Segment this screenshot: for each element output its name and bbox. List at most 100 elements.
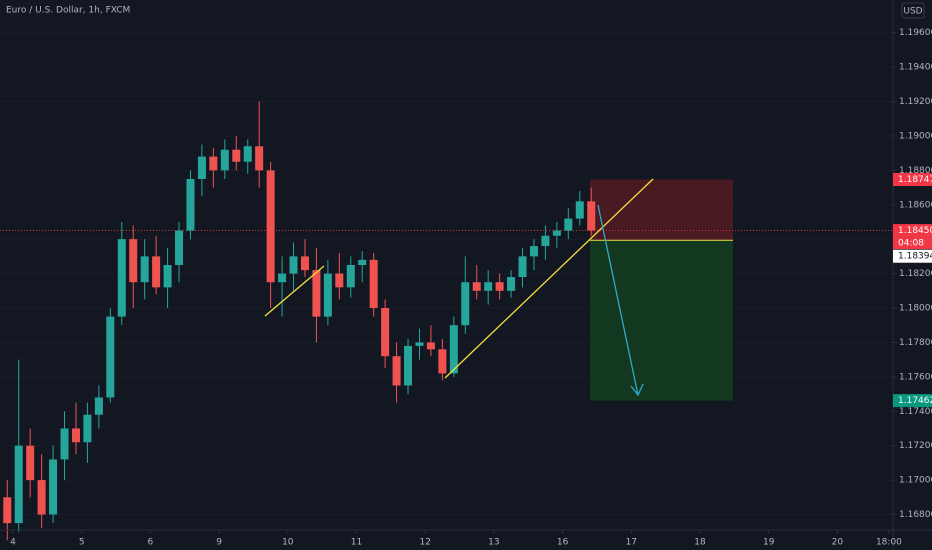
stop-price-label-box bbox=[893, 172, 932, 186]
x-tick-label: 19 bbox=[763, 538, 775, 548]
stop-price-label: 1.18747 bbox=[898, 175, 932, 185]
candle-body bbox=[26, 445, 35, 481]
candle-body bbox=[186, 178, 195, 231]
candle-body bbox=[392, 356, 401, 386]
x-tick-label: 16 bbox=[557, 538, 569, 548]
x-tick-label: 17 bbox=[626, 538, 637, 548]
x-tick-label: 5 bbox=[79, 538, 85, 548]
candle-body bbox=[472, 282, 481, 291]
candle-body bbox=[163, 265, 172, 288]
candle-body bbox=[3, 497, 12, 524]
y-tick-label: 1.18600 bbox=[899, 200, 932, 210]
trend-line bbox=[444, 178, 654, 379]
candle-body bbox=[37, 480, 46, 515]
candle-body bbox=[60, 428, 69, 460]
candle-body bbox=[94, 397, 103, 415]
x-tick-label: 11 bbox=[351, 538, 362, 548]
x-tick-label: 9 bbox=[216, 538, 222, 548]
chart-title: Euro / U.S. Dollar, 1h, FXCM bbox=[6, 6, 130, 16]
candle-body bbox=[289, 256, 298, 274]
x-tick-label: 18:00 bbox=[876, 538, 902, 548]
x-tick-label: 12 bbox=[419, 538, 430, 548]
candle-body bbox=[278, 273, 287, 283]
x-tick-label: 6 bbox=[148, 538, 154, 548]
y-tick-label: 1.17200 bbox=[899, 441, 932, 451]
y-tick-label: 1.17400 bbox=[899, 407, 932, 417]
candle-body bbox=[381, 308, 390, 357]
candle-body bbox=[129, 239, 138, 283]
candle-body bbox=[587, 201, 596, 231]
currency-button[interactable] bbox=[901, 2, 925, 19]
last-price-label: 1.18450 bbox=[898, 226, 932, 236]
candle-body bbox=[495, 282, 504, 291]
candle-body bbox=[358, 259, 367, 265]
candle-body bbox=[220, 149, 229, 171]
candle-body bbox=[117, 239, 126, 317]
candle-body bbox=[346, 265, 355, 288]
candle-body bbox=[518, 256, 527, 278]
candle-body bbox=[461, 282, 470, 326]
candle-body bbox=[404, 345, 413, 386]
candle-body bbox=[564, 218, 573, 231]
candle-body bbox=[152, 256, 161, 288]
y-tick-label: 1.19000 bbox=[899, 131, 932, 141]
y-tick-label: 1.16800 bbox=[899, 510, 932, 520]
candle-body bbox=[507, 277, 516, 291]
stop-zone bbox=[590, 179, 733, 241]
candle-body bbox=[140, 256, 149, 283]
x-tick-label: 18 bbox=[694, 538, 706, 548]
candle-body bbox=[335, 273, 344, 288]
y-tick-label: 1.17600 bbox=[899, 372, 932, 382]
candle-body bbox=[312, 270, 321, 317]
candle-body bbox=[426, 342, 435, 350]
x-tick-label: 4 bbox=[10, 538, 16, 548]
candle-body bbox=[438, 349, 447, 374]
y-tick-label: 1.17800 bbox=[899, 338, 932, 348]
x-tick-label: 20 bbox=[832, 538, 844, 548]
candle-body bbox=[449, 325, 458, 374]
y-tick-label: 1.18800 bbox=[899, 166, 932, 176]
target-zone bbox=[590, 240, 733, 401]
candle-body bbox=[552, 230, 561, 236]
candle-body bbox=[300, 256, 309, 271]
y-tick-label: 1.19400 bbox=[899, 63, 932, 73]
y-tick-label: 1.17000 bbox=[899, 476, 932, 486]
last-price-label-box bbox=[893, 224, 932, 238]
candle-body bbox=[209, 156, 218, 171]
candle-body bbox=[575, 201, 584, 219]
countdown-box bbox=[893, 237, 932, 250]
candle-body bbox=[484, 282, 493, 291]
candle-body bbox=[266, 170, 275, 283]
candle-body bbox=[255, 146, 264, 171]
y-tick-label: 1.18200 bbox=[899, 269, 932, 279]
y-tick-label: 1.19600 bbox=[899, 28, 932, 38]
candle-body bbox=[369, 259, 378, 309]
target-price-label-box bbox=[893, 394, 932, 408]
y-tick-label: 1.19200 bbox=[899, 97, 932, 107]
candle-body bbox=[71, 428, 80, 443]
candle-body bbox=[83, 414, 92, 443]
candle-body bbox=[232, 149, 241, 162]
entry-price-label: 1.18394 bbox=[898, 252, 932, 262]
candle-body bbox=[529, 246, 538, 257]
candle-body bbox=[541, 235, 550, 247]
candle-body bbox=[175, 230, 184, 265]
x-tick-label: 13 bbox=[488, 538, 499, 548]
trend-line bbox=[264, 265, 325, 317]
plot-area bbox=[0, 32, 893, 541]
countdown: 04:08 bbox=[898, 239, 924, 249]
x-tick-label: 10 bbox=[282, 538, 294, 548]
arrow bbox=[597, 204, 644, 397]
candle-body bbox=[415, 342, 424, 346]
candle-body bbox=[197, 156, 206, 179]
candle-body bbox=[14, 445, 23, 524]
target-price-label: 1.17462 bbox=[898, 396, 932, 406]
y-tick-label: 1.18000 bbox=[899, 304, 932, 314]
entry-price-label-box bbox=[893, 249, 932, 263]
candle-body bbox=[49, 459, 58, 515]
candle-body bbox=[106, 316, 115, 398]
currency-label[interactable]: USD bbox=[903, 7, 922, 17]
